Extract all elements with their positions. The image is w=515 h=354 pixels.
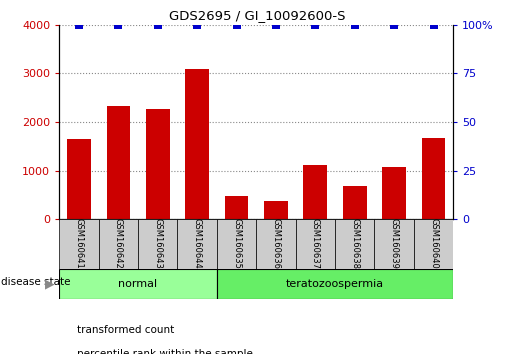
Bar	[99, 219, 138, 269]
Text: percentile rank within the sample: percentile rank within the sample	[77, 349, 253, 354]
Bar	[217, 219, 256, 269]
Point	[272, 22, 280, 28]
Bar	[138, 219, 177, 269]
Point	[75, 22, 83, 28]
Bar	[296, 219, 335, 269]
Text: ▶: ▶	[45, 278, 55, 291]
Point	[153, 22, 162, 28]
Text: GSM160636: GSM160636	[271, 218, 280, 269]
Bar	[256, 219, 296, 269]
Text: GDS2695 / GI_10092600-S: GDS2695 / GI_10092600-S	[169, 9, 346, 22]
Text: GSM160635: GSM160635	[232, 218, 241, 269]
Text: GSM160639: GSM160639	[390, 218, 399, 269]
Text: GSM160638: GSM160638	[350, 218, 359, 269]
Bar	[303, 165, 327, 219]
Bar	[414, 219, 453, 269]
Text: transformed count: transformed count	[77, 325, 175, 335]
Text: GSM160637: GSM160637	[311, 218, 320, 269]
Bar	[59, 269, 217, 299]
Text: disease state: disease state	[1, 277, 71, 287]
Bar	[59, 219, 99, 269]
Bar	[225, 196, 248, 219]
Text: GSM160641: GSM160641	[75, 218, 83, 269]
Text: GSM160643: GSM160643	[153, 218, 162, 269]
Bar	[264, 201, 288, 219]
Bar	[146, 108, 169, 219]
Bar	[335, 219, 374, 269]
Bar	[107, 106, 130, 219]
Point	[114, 22, 123, 28]
Text: GSM160644: GSM160644	[193, 218, 201, 269]
Bar	[217, 269, 453, 299]
Text: GSM160640: GSM160640	[429, 218, 438, 269]
Bar	[343, 186, 367, 219]
Bar	[67, 139, 91, 219]
Point	[390, 22, 398, 28]
Bar	[422, 138, 445, 219]
Point	[351, 22, 359, 28]
Point	[311, 22, 319, 28]
Text: normal: normal	[118, 279, 158, 289]
Bar	[185, 69, 209, 219]
Bar	[177, 219, 217, 269]
Point	[193, 22, 201, 28]
Text: GSM160642: GSM160642	[114, 218, 123, 269]
Text: teratozoospermia: teratozoospermia	[286, 279, 384, 289]
Bar	[382, 167, 406, 219]
Point	[232, 22, 241, 28]
Bar	[374, 219, 414, 269]
Point	[430, 22, 438, 28]
